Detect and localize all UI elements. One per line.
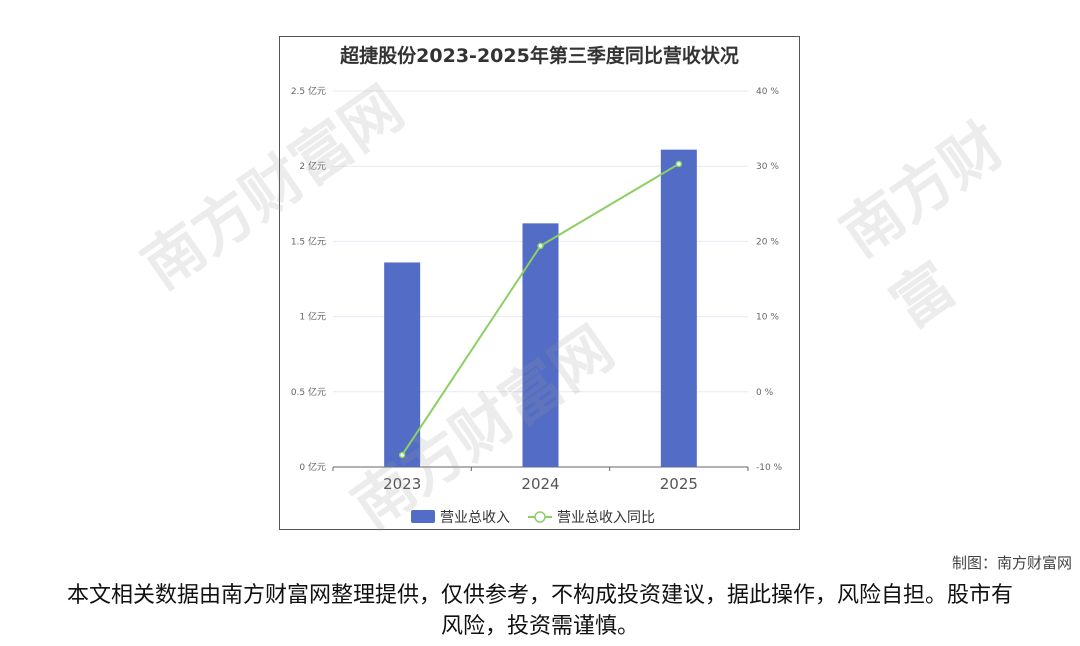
right-tick-label: 40 % xyxy=(756,87,779,97)
right-tick-label: 30 % xyxy=(756,162,779,172)
bar-2025 xyxy=(660,149,697,467)
x-tick-label: 2024 xyxy=(521,475,559,493)
combo-chart: 0 亿元 -10 % 0.5 亿元 0 % 1 亿元 10 % 1.5 亿元 20 % 2 亿元… xyxy=(291,85,783,526)
chart-credit: 制图：南方财富网 xyxy=(951,554,1072,572)
chart-frame: 超捷股份2023-2025年第三季度同比营收状况 0 亿元 -10 % 0.5 亿元… xyxy=(279,36,800,530)
growth-point-2024 xyxy=(537,242,544,250)
growth-point-2025 xyxy=(675,160,683,168)
growth-point-2023 xyxy=(398,451,406,459)
right-tick-label: 0 % xyxy=(756,388,774,398)
x-tick-label: 2023 xyxy=(383,475,421,493)
legend-bar-label: 营业总收入 xyxy=(440,510,510,526)
left-tick-label: 0.5 亿元 xyxy=(291,386,326,398)
left-tick-label: 0 亿元 xyxy=(299,461,326,473)
legend-line-marker xyxy=(534,511,546,523)
left-tick-label: 1.5 亿元 xyxy=(291,235,326,247)
watermark: 南方财富 xyxy=(828,109,1017,342)
bar-2023 xyxy=(384,262,421,467)
right-tick-label: -10 % xyxy=(756,463,783,473)
disclaimer: 本文相关数据由南方财富网整理提供，仅供参考，不构成投资建议，据此操作，风险自担。… xyxy=(66,583,1013,639)
legend-bar-swatch xyxy=(411,510,435,523)
left-tick-label: 2 亿元 xyxy=(299,160,326,172)
right-tick-label: 20 % xyxy=(756,237,779,247)
legend-line-label: 营业总收入同比 xyxy=(557,510,655,526)
chart-title: 超捷股份2023-2025年第三季度同比营收状况 xyxy=(340,45,739,67)
left-tick-label: 2.5 亿元 xyxy=(291,85,326,97)
x-tick-label: 2025 xyxy=(660,475,698,493)
right-tick-label: 10 % xyxy=(756,313,779,323)
bar-2024 xyxy=(522,223,559,467)
left-tick-label: 1 亿元 xyxy=(299,311,326,323)
